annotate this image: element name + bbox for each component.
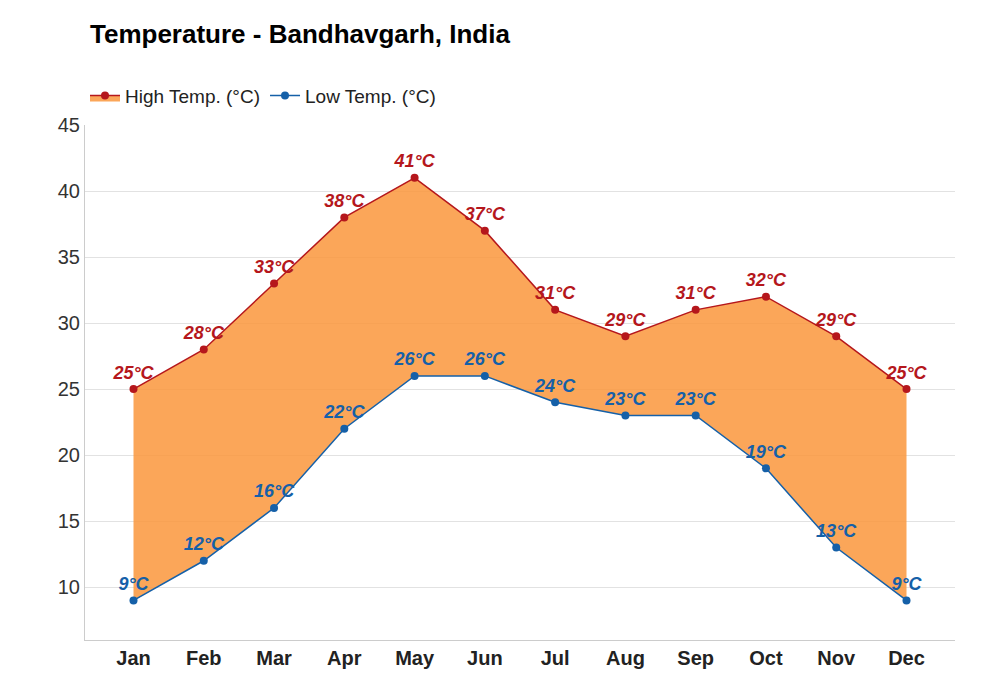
- svg-text:Temperature - Bandhavgarh, Ind: Temperature - Bandhavgarh, India: [90, 19, 510, 49]
- svg-text:26°C: 26°C: [393, 349, 435, 369]
- svg-text:30: 30: [58, 312, 80, 334]
- svg-text:May: May: [395, 647, 435, 669]
- svg-text:20: 20: [58, 444, 80, 466]
- svg-text:28°C: 28°C: [183, 323, 225, 343]
- svg-text:16°C: 16°C: [254, 481, 295, 501]
- svg-text:13°C: 13°C: [816, 521, 857, 541]
- svg-text:45: 45: [58, 114, 80, 136]
- svg-text:Oct: Oct: [749, 647, 783, 669]
- svg-text:32°C: 32°C: [746, 270, 787, 290]
- svg-text:25°C: 25°C: [885, 363, 927, 383]
- svg-text:26°C: 26°C: [464, 349, 506, 369]
- svg-text:15: 15: [58, 510, 80, 532]
- svg-text:23°C: 23°C: [604, 389, 646, 409]
- svg-text:31°C: 31°C: [535, 283, 576, 303]
- svg-text:9°C: 9°C: [118, 574, 149, 594]
- svg-text:35: 35: [58, 246, 80, 268]
- svg-text:31°C: 31°C: [676, 283, 717, 303]
- svg-text:Jun: Jun: [467, 647, 503, 669]
- svg-text:25°C: 25°C: [112, 363, 154, 383]
- svg-text:40: 40: [58, 180, 80, 202]
- svg-text:9°C: 9°C: [891, 574, 922, 594]
- svg-text:38°C: 38°C: [324, 191, 365, 211]
- svg-text:Aug: Aug: [606, 647, 645, 669]
- svg-text:22°C: 22°C: [323, 402, 365, 422]
- svg-text:12°C: 12°C: [184, 534, 225, 554]
- svg-text:10: 10: [58, 576, 80, 598]
- svg-text:Apr: Apr: [327, 647, 362, 669]
- svg-text:Jul: Jul: [541, 647, 570, 669]
- svg-text:Low Temp. (°C): Low Temp. (°C): [305, 86, 436, 107]
- svg-text:High Temp. (°C): High Temp. (°C): [125, 86, 260, 107]
- svg-text:23°C: 23°C: [675, 389, 717, 409]
- svg-text:29°C: 29°C: [604, 310, 646, 330]
- svg-text:Feb: Feb: [186, 647, 222, 669]
- svg-text:37°C: 37°C: [465, 204, 506, 224]
- svg-text:19°C: 19°C: [746, 442, 787, 462]
- svg-text:24°C: 24°C: [534, 376, 576, 396]
- svg-text:33°C: 33°C: [254, 257, 295, 277]
- svg-text:Dec: Dec: [888, 647, 925, 669]
- svg-text:25: 25: [58, 378, 80, 400]
- svg-text:Jan: Jan: [116, 647, 150, 669]
- svg-text:Nov: Nov: [817, 647, 856, 669]
- svg-text:Mar: Mar: [256, 647, 292, 669]
- svg-text:41°C: 41°C: [393, 151, 435, 171]
- svg-text:29°C: 29°C: [815, 310, 857, 330]
- svg-text:Sep: Sep: [677, 647, 714, 669]
